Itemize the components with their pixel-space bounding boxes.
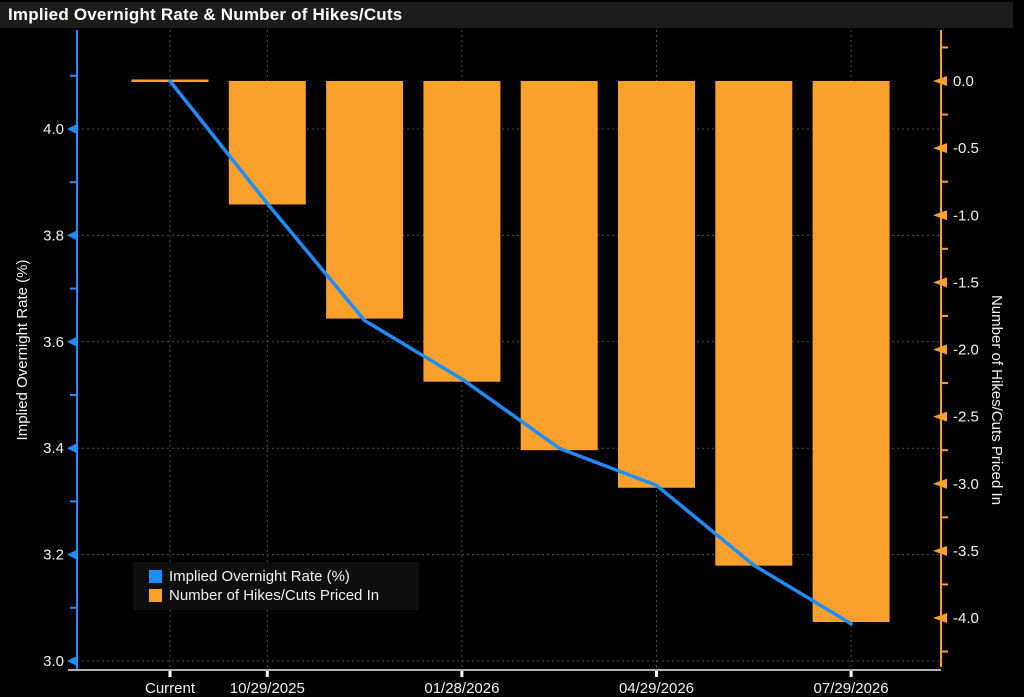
x-tick [168,671,172,677]
right-major-tick [933,478,947,489]
right-tick-label: -2.5 [953,409,979,426]
left-tick-label: 4.0 [43,121,64,138]
bar-hikes-cuts [715,81,793,566]
x-tick [460,671,464,677]
right-major-tick [933,613,947,623]
x-tick [655,671,658,677]
x-tick-label: Current [145,680,196,697]
chart-title: Implied Overnight Rate & Number of Hikes… [8,5,403,24]
x-tick-label: 04/29/2026 [619,680,694,697]
left-axis-title: Implied Overnight Rate (%) [14,259,31,441]
right-major-tick [933,210,947,221]
bar-hikes-cuts [520,81,598,451]
x-tick-label: 10/29/2025 [230,680,305,697]
left-tick-label: 3.4 [43,440,64,457]
left-major-tick [67,336,77,347]
bar-hikes-cuts [228,81,306,205]
right-tick-label: -1.5 [953,274,979,291]
left-major-tick [67,656,77,666]
bar-hikes-cuts [423,81,501,382]
left-major-tick [67,124,77,134]
right-major-tick [933,344,947,355]
left-tick-label: 3.8 [43,227,64,244]
left-major-tick [67,443,77,454]
bar-hikes-cuts [326,81,404,319]
right-major-tick [933,545,947,556]
right-tick-label: -0.5 [953,140,979,157]
right-axis-title: Number of Hikes/Cuts Priced In [988,294,1005,506]
legend: Implied Overnight Rate (%) Number of Hik… [133,562,419,610]
legend-swatch-line-icon [149,570,162,583]
right-tick-label: -3.0 [953,476,979,493]
legend-swatch-bar-icon [149,589,162,602]
right-tick-label: -1.0 [953,207,979,224]
left-major-tick [67,549,77,560]
left-tick-label: 3.0 [43,653,64,670]
left-tick-label: 3.2 [43,547,64,564]
right-major-tick [933,76,947,86]
left-tick-label: 3.6 [43,334,64,351]
x-tick-label: 07/29/2026 [814,680,889,697]
right-major-tick [933,411,947,422]
legend-item-hikes: Number of Hikes/Cuts Priced In [133,586,419,605]
chart-title-bar: Implied Overnight Rate & Number of Hikes… [0,2,1013,28]
bar-hikes-cuts [812,81,890,623]
right-tick-label: -4.0 [953,610,979,627]
rate-line [168,79,853,626]
bar-hikes-cuts [618,81,695,488]
right-tick-label: -3.5 [953,543,979,560]
right-tick-label: -2.0 [953,342,979,359]
x-tick [265,671,269,677]
legend-label-rate: Implied Overnight Rate (%) [169,568,350,585]
x-tick [849,671,853,677]
x-tick-label: 01/28/2026 [424,680,499,697]
legend-item-rate: Implied Overnight Rate (%) [133,567,419,586]
right-tick-label: 0.0 [953,73,974,90]
left-major-tick [67,230,77,241]
right-major-tick [933,277,947,288]
legend-label-hikes: Number of Hikes/Cuts Priced In [169,587,380,604]
right-major-tick [933,143,947,154]
